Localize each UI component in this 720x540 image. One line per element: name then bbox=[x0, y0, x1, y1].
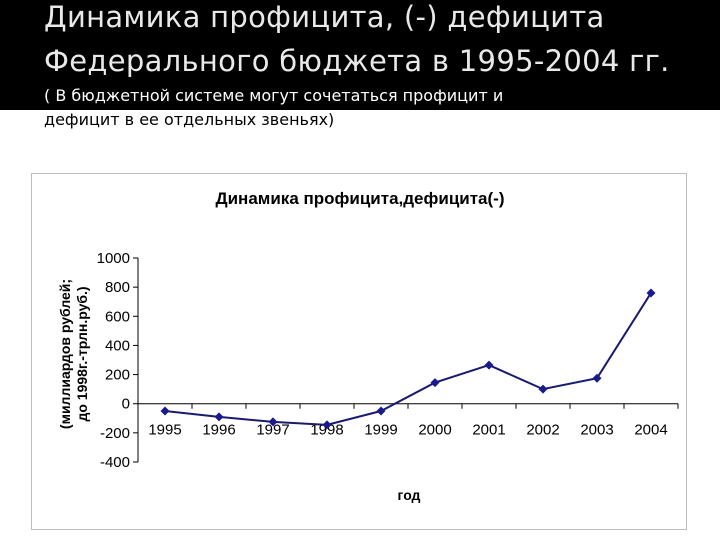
chart-title: Динамика профицита,дефицита(-) bbox=[216, 189, 505, 208]
data-point-marker bbox=[214, 412, 224, 422]
data-point-marker bbox=[538, 384, 548, 394]
chart-frame: Динамика профицита,дефицита(-) (миллиард… bbox=[31, 173, 687, 530]
x-tick-label: 1995 bbox=[148, 422, 181, 439]
slide-title-line-2: Федерального бюджета в 1995-2004 гг. bbox=[44, 44, 670, 78]
x-tick-label: 1997 bbox=[256, 422, 289, 439]
series-line bbox=[164, 292, 652, 426]
y-axis-title: (миллиардов рублей; до 1998г.-трлн.руб.) bbox=[57, 279, 90, 429]
y-tick-label: 200 bbox=[105, 367, 130, 384]
data-point-marker bbox=[268, 417, 278, 427]
x-tick-label: 1998 bbox=[310, 422, 343, 439]
y-axis-title-line-1: (миллиардов рублей; bbox=[57, 279, 73, 429]
data-point-marker bbox=[322, 420, 332, 430]
plot-area: -400 -200 0 200 400 600 800 1000 1995 1996 1997 199… bbox=[97, 250, 679, 471]
data-point-marker bbox=[592, 373, 602, 383]
slide-title-line-1: Динамика профицита, (-) дефицита bbox=[44, 0, 605, 34]
x-axis-title: год bbox=[398, 487, 421, 503]
y-tick-label: 1000 bbox=[97, 250, 130, 267]
y-tick-label: -200 bbox=[100, 425, 130, 442]
y-tick-label: 600 bbox=[105, 308, 130, 325]
data-point-marker bbox=[430, 378, 440, 388]
slide-header: Динамика профицита, (-) дефицита Федерал… bbox=[0, 0, 720, 110]
data-point-marker bbox=[484, 360, 494, 370]
y-tick-label: 800 bbox=[105, 279, 130, 296]
y-tick-label: -400 bbox=[100, 454, 130, 471]
data-point-marker bbox=[160, 406, 170, 416]
x-tick-label: 1996 bbox=[202, 422, 235, 439]
x-tick-label: 2001 bbox=[472, 422, 505, 439]
data-point-marker bbox=[376, 406, 386, 416]
x-tick-label: 2002 bbox=[526, 422, 559, 439]
x-tick-label: 1999 bbox=[364, 422, 397, 439]
line-chart: Динамика профицита,дефицита(-) (миллиард… bbox=[57, 189, 679, 503]
y-axis-title-line-2: до 1998г.-трлн.руб.) bbox=[74, 286, 90, 421]
x-tick-label: 2003 bbox=[580, 422, 613, 439]
slide-subtitle-line-2: дефицит в ее отдельных звеньях) bbox=[44, 110, 335, 129]
y-tick-label: 400 bbox=[105, 337, 130, 354]
data-point-marker bbox=[646, 288, 656, 298]
x-tick-label: 2004 bbox=[634, 422, 667, 439]
x-tick-label: 2000 bbox=[418, 422, 451, 439]
slide-subtitle-line-1: ( В бюджетной системе могут сочетаться п… bbox=[44, 86, 504, 105]
y-tick-label: 0 bbox=[122, 396, 130, 413]
